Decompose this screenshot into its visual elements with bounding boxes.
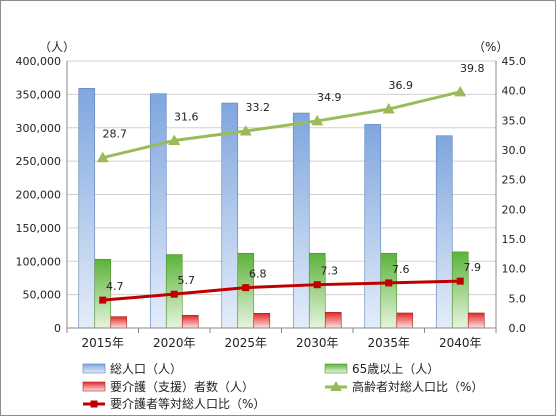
data-label: 7.9 <box>464 261 482 274</box>
data-label: 6.8 <box>249 268 267 281</box>
bar <box>94 258 112 329</box>
bar-layer <box>78 88 485 329</box>
right-tick-label: 45.0 <box>502 55 527 68</box>
bar <box>110 316 128 329</box>
legend-label: 総人口（人） <box>110 362 182 376</box>
left-tick-label: 150,000 <box>16 222 62 235</box>
bar <box>435 135 453 329</box>
bar <box>181 315 199 329</box>
left-tick-label: 400,000 <box>16 55 62 68</box>
legend-label: 高齢者対総人口比（%） <box>352 379 483 394</box>
right-tick-label: 15.0 <box>502 233 527 246</box>
right-tick-label: 10.0 <box>502 263 527 276</box>
data-label: 7.3 <box>321 265 339 278</box>
right-tick-label: 35.0 <box>502 114 527 127</box>
bar <box>292 112 310 329</box>
legend-square-marker <box>90 400 98 408</box>
data-label: 39.8 <box>460 62 485 75</box>
left-tick-label: 0 <box>54 322 61 335</box>
left-tick-label: 250,000 <box>16 155 62 168</box>
axis-layer: 0 50,000 100,000 150,000 200,000 250,000 300,0… <box>16 40 527 350</box>
bar <box>149 93 167 329</box>
legend: 総人口（人） 65歳以上（人） 要介護（支援）者数（人） 高齢者対総人口比（%） 要介護… <box>82 362 483 411</box>
square-marker <box>313 281 321 289</box>
triangle-marker <box>454 85 467 97</box>
bar <box>364 124 382 329</box>
x-tick-label: 2040年 <box>439 336 482 350</box>
bar <box>221 102 239 329</box>
square-marker <box>456 277 464 285</box>
legend-triangle-marker <box>330 381 342 391</box>
square-marker <box>170 290 178 298</box>
left-tick-label: 350,000 <box>16 88 62 101</box>
triangle-marker <box>239 125 252 136</box>
triangle-marker <box>382 103 395 114</box>
bar <box>253 313 271 329</box>
right-tick-label: 5.0 <box>509 292 527 305</box>
bar <box>78 88 96 329</box>
data-label: 7.6 <box>392 263 410 276</box>
series-line <box>102 279 461 302</box>
legend-swatch <box>324 363 348 374</box>
x-tick-label: 2020年 <box>153 336 196 350</box>
x-tick-label: 2025年 <box>224 336 267 350</box>
triangle-marker <box>96 151 109 163</box>
triangle-marker <box>311 114 324 126</box>
data-label: 34.9 <box>317 91 342 104</box>
right-tick-label: 30.0 <box>502 144 527 157</box>
square-marker <box>99 296 107 304</box>
right-tick-label: 40.0 <box>502 85 527 98</box>
series-line <box>102 90 461 160</box>
bar <box>467 312 485 329</box>
bar <box>324 312 342 329</box>
line-layer <box>96 85 467 304</box>
bar <box>396 312 414 329</box>
right-axis-unit: （%） <box>473 40 508 54</box>
data-label: 5.7 <box>178 274 196 287</box>
right-tick-label: 20.0 <box>502 203 527 216</box>
legend-label: 要介護者等対総人口比（%） <box>110 396 265 411</box>
gridlines <box>67 60 496 296</box>
square-marker <box>385 279 393 287</box>
data-label: 31.6 <box>174 111 199 124</box>
left-axis-unit: （人） <box>39 40 75 54</box>
left-tick-label: 50,000 <box>23 289 62 302</box>
legend-label: 要介護（支援）者数（人） <box>110 379 254 394</box>
legend-swatch <box>82 381 106 392</box>
x-tick-label: 2035年 <box>367 336 410 350</box>
left-tick-label: 200,000 <box>16 189 62 202</box>
left-tick-label: 300,000 <box>16 122 62 135</box>
data-label-layer: 28.7 31.6 33.2 34.9 36.9 39.8 4.7 5.7 6.8 7.3 7.6 7… <box>103 62 485 293</box>
data-label: 4.7 <box>106 280 124 293</box>
triangle-marker <box>168 134 181 146</box>
x-tick-label: 2030年 <box>296 336 339 350</box>
x-tick-label: 2015年 <box>81 336 124 350</box>
data-label: 28.7 <box>103 128 128 141</box>
square-marker <box>242 284 250 292</box>
right-tick-label: 25.0 <box>502 174 527 187</box>
legend-swatch <box>82 363 106 374</box>
left-tick-label: 100,000 <box>16 255 62 268</box>
data-label: 33.2 <box>246 101 271 114</box>
legend-label: 65歳以上（人） <box>352 362 439 376</box>
data-label: 36.9 <box>389 79 414 92</box>
right-tick-label: 0.0 <box>509 322 527 335</box>
